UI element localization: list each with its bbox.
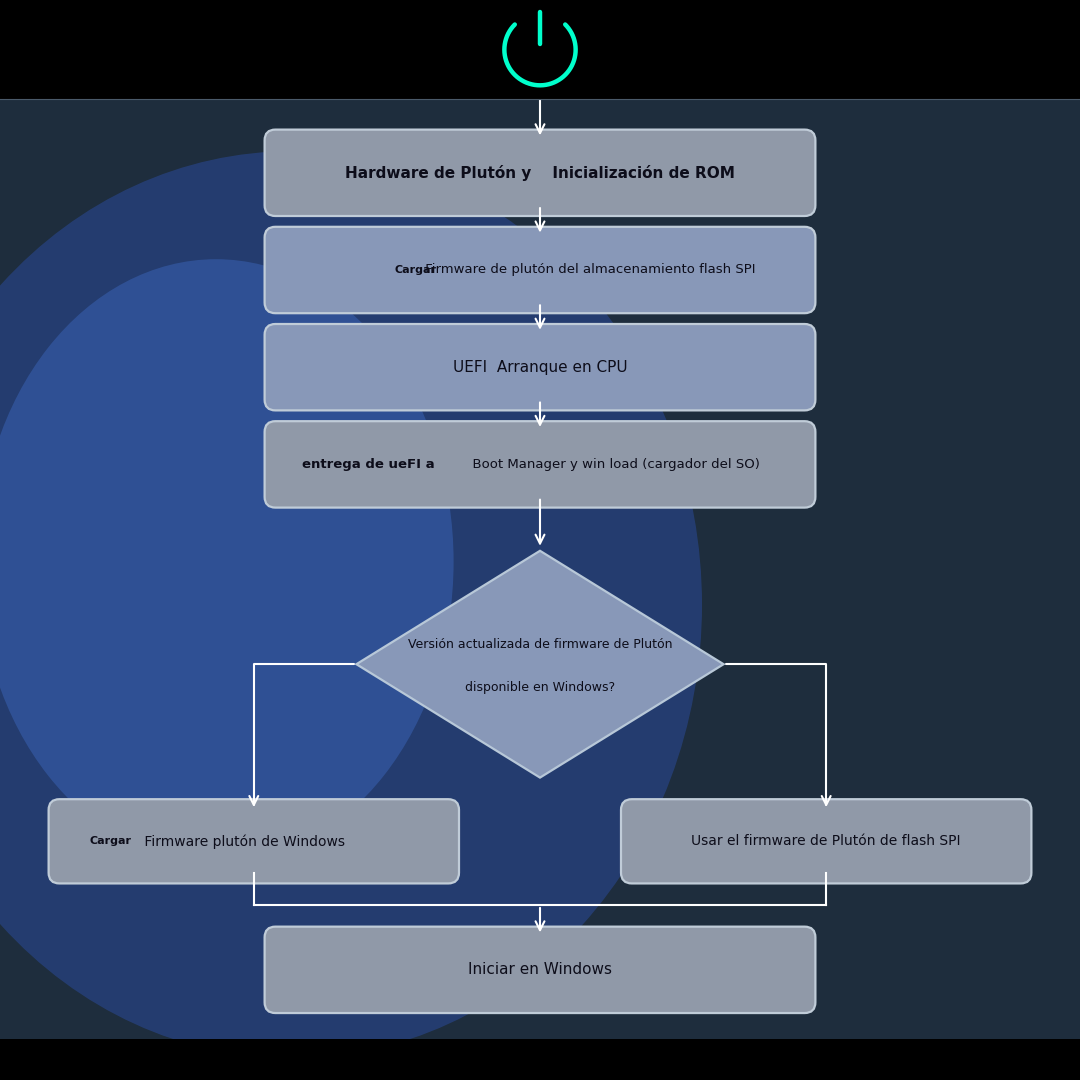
Text: Hardware de Plutón y    Inicialización de ROM: Hardware de Plutón y Inicialización de R…	[346, 165, 734, 180]
Ellipse shape	[0, 259, 454, 864]
FancyBboxPatch shape	[621, 799, 1031, 883]
Ellipse shape	[0, 151, 702, 1058]
FancyBboxPatch shape	[265, 227, 815, 313]
FancyBboxPatch shape	[265, 324, 815, 410]
Bar	[0, 1039, 1080, 1080]
Text: UEFI  Arranque en CPU: UEFI Arranque en CPU	[453, 360, 627, 375]
Text: disponible en Windows?: disponible en Windows?	[464, 681, 616, 694]
FancyBboxPatch shape	[265, 130, 815, 216]
Text: Cargar: Cargar	[395, 265, 436, 275]
Text: Versión actualizada de firmware de Plutón: Versión actualizada de firmware de Plutó…	[408, 638, 672, 651]
FancyBboxPatch shape	[265, 421, 815, 508]
Text: entrega de ueFI a: entrega de ueFI a	[302, 458, 435, 471]
Text: Firmware de plutón del almacenamiento flash SPI: Firmware de plutón del almacenamiento fl…	[421, 264, 756, 276]
Text: Iniciar en Windows: Iniciar en Windows	[468, 962, 612, 977]
Text: Usar el firmware de Plutón de flash SPI: Usar el firmware de Plutón de flash SPI	[691, 835, 961, 848]
Polygon shape	[356, 551, 724, 778]
FancyBboxPatch shape	[265, 927, 815, 1013]
Text: Cargar: Cargar	[90, 836, 132, 847]
Text: Boot Manager y win load (cargador del SO): Boot Manager y win load (cargador del SO…	[464, 458, 760, 471]
FancyBboxPatch shape	[49, 799, 459, 883]
Bar	[0, 0, 1080, 99]
Text: Firmware plutón de Windows: Firmware plutón de Windows	[140, 834, 346, 849]
